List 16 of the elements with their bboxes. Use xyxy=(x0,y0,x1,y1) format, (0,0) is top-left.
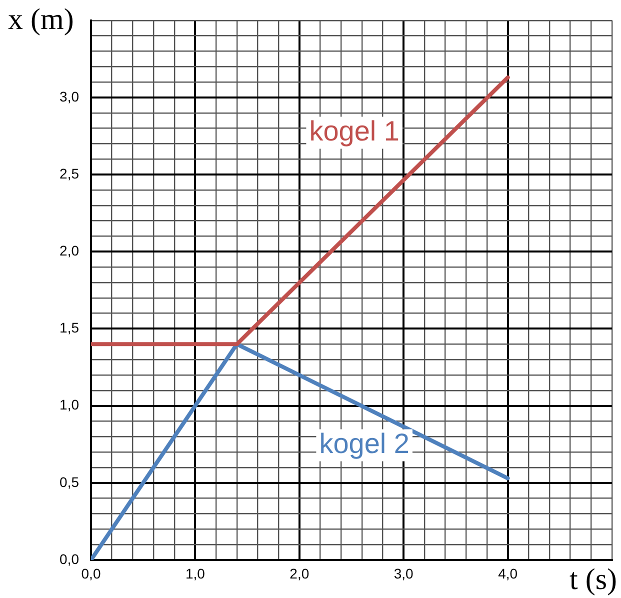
x-tick-label: 1,0 xyxy=(185,565,206,582)
x-axis-title: t (s) xyxy=(570,562,617,596)
y-tick-label: 0,5 xyxy=(60,474,80,490)
y-tick-label: 1,0 xyxy=(60,396,80,413)
series-label: kogel 2 xyxy=(319,428,410,459)
y-tick-label: 2,5 xyxy=(60,165,80,182)
x-tick-label: 0,0 xyxy=(81,565,101,582)
x-tick-label: 2,0 xyxy=(290,565,310,582)
y-tick-label: 3,0 xyxy=(60,88,80,104)
y-axis-title: x (m) xyxy=(8,2,74,36)
y-tick-label: 0,0 xyxy=(60,550,80,567)
y-tick-label: 1,5 xyxy=(60,320,80,336)
x-tick-label: 4,0 xyxy=(498,565,518,582)
x-tick-label: 3,0 xyxy=(394,565,414,582)
y-tick-label: 2,0 xyxy=(60,242,80,259)
series-label: kogel 1 xyxy=(309,116,400,147)
